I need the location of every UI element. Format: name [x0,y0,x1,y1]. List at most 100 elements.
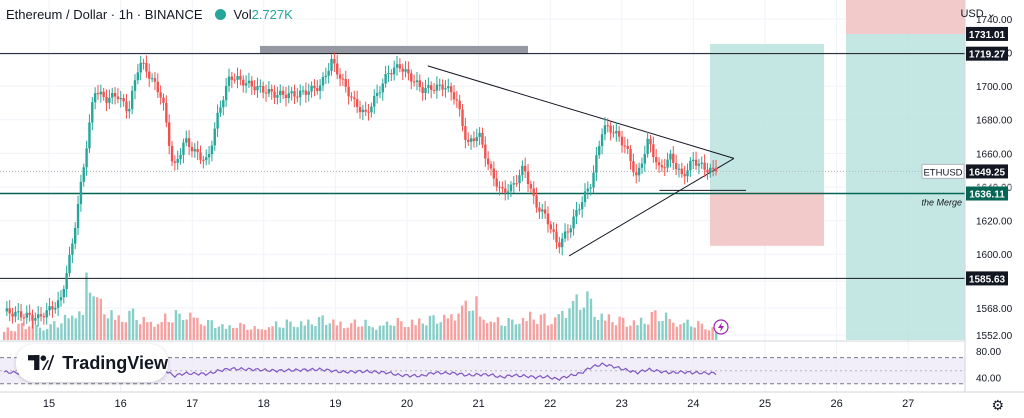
candle-body [281,90,285,95]
candle-body [373,96,376,107]
price-axis-tick: 1620.00 [976,217,1013,228]
volume-bar [550,324,553,340]
candle-body [427,85,430,88]
volume-bar [121,321,124,340]
time-axis-tick: 17 [186,398,198,410]
candle-body [105,97,108,103]
price-label-box [966,26,1008,41]
candle-body [375,92,379,97]
volume-bar [403,326,407,340]
volume-bar [67,318,70,340]
candle-body [173,161,177,163]
volume-bar [314,326,317,340]
candle-body [153,78,157,82]
candle-body [142,62,145,64]
candle-body [45,310,48,318]
volume-bar [525,321,528,340]
volume-bar [711,327,714,340]
candle-body [59,297,63,301]
volume-bar [350,323,353,340]
candle-body [11,313,14,317]
volume-bar [321,315,324,340]
candle-body [310,85,313,92]
volume-bar [217,326,221,340]
volume-bar [629,325,632,340]
volume-bar [228,325,231,340]
volume-bar [142,317,145,340]
volume-bar [443,314,446,340]
volume-bar [675,326,679,340]
volume-bar [235,327,238,340]
candle-body [475,137,478,142]
volume-bar [53,321,56,340]
volume-bar [478,316,482,340]
chart-header: Ethereum / Dollar · 1h · BINANCE Vol2.72… [6,7,293,22]
volume-bar [575,294,578,340]
volume-bar [231,328,235,340]
candle-body [592,172,595,188]
lightning-icon[interactable] [713,319,729,335]
time-axis-tick: 25 [759,398,771,410]
candle-body [617,130,621,137]
candle-body [39,314,43,317]
volume-bar [282,327,285,340]
volume-bar [389,325,392,340]
candle-body [370,106,373,113]
candle-body [156,81,159,93]
candle-body [256,86,259,91]
candle-body [162,97,165,103]
volume-bar [285,319,289,340]
candle-body [145,63,148,72]
candle-body [91,102,94,123]
candle-body [674,162,678,170]
candle-body [637,167,641,176]
volume-bar [486,323,489,340]
settings-gear-icon[interactable]: ⚙ [991,397,1004,413]
candle-body [401,68,404,72]
volume-bar [679,324,682,340]
candle-body [236,75,239,80]
rsi-axis-tick: 40.00 [976,373,1001,384]
long-position-target-zone [710,44,824,193]
volume-bar [697,321,700,340]
candle-body [36,314,40,319]
candle-body [293,91,296,97]
volume-label: Vol [233,7,252,22]
symbol-title[interactable]: Ethereum / Dollar · 1h · BINANCE [6,7,203,22]
tradingview-logo[interactable]: TradingView [16,344,168,382]
market-status-icon [214,9,226,20]
volume-bar [632,320,636,340]
candle-body [71,243,74,255]
volume-bar [339,321,342,340]
candle-body [669,153,672,160]
price-axis-tick: 1660.00 [976,149,1013,160]
candle-body [284,94,288,99]
candle-body [672,153,675,163]
candle-body [600,134,604,146]
candle-body [119,98,122,100]
volume-bar [153,326,156,340]
volume-bar [214,328,217,340]
volume-bar [167,322,170,340]
volume-bar [78,311,81,340]
price-label: 1719.27 [969,50,1006,61]
candle-body [532,188,535,196]
candle-body [34,318,37,321]
candle-body [242,79,245,86]
volume-bar [657,321,661,340]
volume-bar [113,319,117,340]
candle-body [692,159,695,162]
currency-selector[interactable]: USD ⌄ [960,7,996,20]
candle-body [407,69,410,74]
candle-body [88,122,91,149]
candle-body [435,84,439,91]
volume-bar [203,325,206,340]
candle-body [643,154,646,164]
volume-bar [625,326,628,340]
merge-annotation: the Merge [921,198,962,208]
candle-body [563,231,567,239]
candle-body [467,139,470,142]
volume-bar [604,320,607,340]
volume-bar [292,326,296,340]
volume-bar [106,318,110,340]
